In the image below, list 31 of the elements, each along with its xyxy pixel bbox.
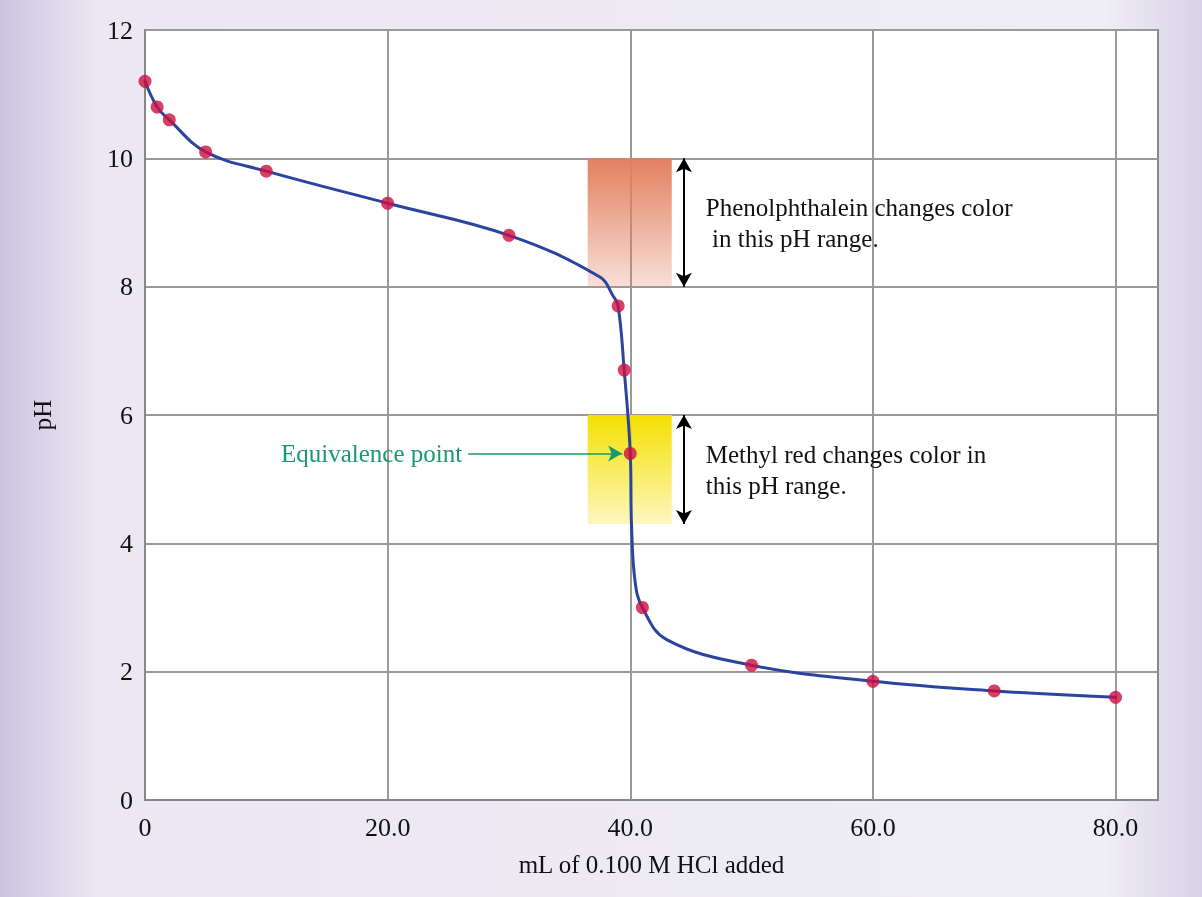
- point: [866, 674, 880, 688]
- y-tick-label: 0: [120, 785, 133, 815]
- point: [623, 447, 637, 460]
- point: [162, 113, 176, 127]
- point: [745, 658, 759, 672]
- point: [199, 145, 213, 159]
- point: [138, 74, 152, 88]
- point: [611, 299, 625, 313]
- point: [635, 601, 649, 614]
- point: [1109, 690, 1123, 704]
- band-label: Methyl red changes color in this pH range.: [705, 440, 993, 499]
- point: [987, 684, 1001, 698]
- point: [259, 164, 273, 178]
- y-tick-label: 2: [120, 657, 133, 687]
- x-tick-label: 20.0: [364, 812, 411, 842]
- x-tick-label: 40.0: [607, 812, 654, 842]
- y-tick-label: 8: [120, 272, 133, 302]
- x-tick-label: 80.0: [1092, 812, 1139, 842]
- x-tick-label: 60.0: [850, 812, 896, 842]
- y-tick-label: 6: [120, 400, 133, 430]
- x-axis-title: mL of 0.100 M HCl added: [518, 851, 785, 878]
- y-tick-label: 4: [120, 528, 133, 558]
- y-tick-label: 10: [107, 143, 133, 173]
- point: [617, 363, 631, 377]
- y-axis-title: pH: [29, 399, 56, 431]
- point: [381, 196, 395, 210]
- y-tick-label: 12: [107, 15, 133, 45]
- point: [502, 228, 516, 242]
- annotation: Equivalence point: [280, 440, 463, 467]
- point: [150, 100, 164, 114]
- band-label: Phenolphthalein changes color in this pH range.: [705, 193, 1014, 252]
